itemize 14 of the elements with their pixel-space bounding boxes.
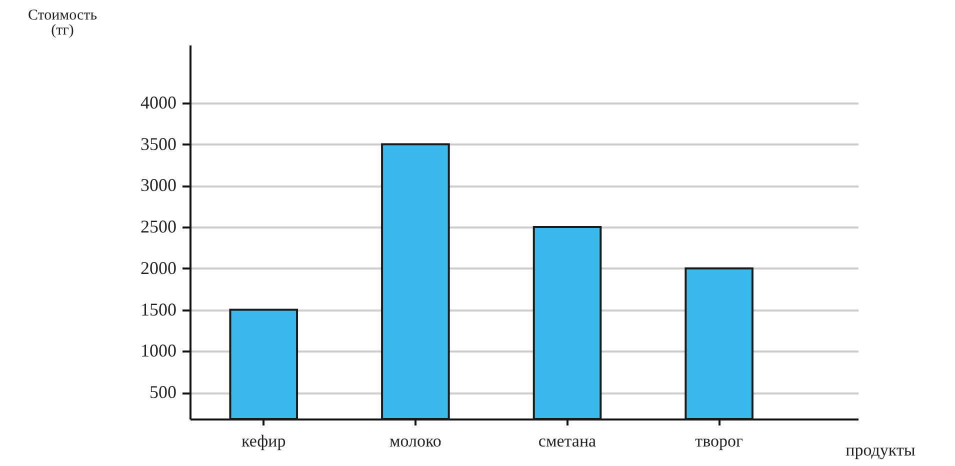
x-axis-title: продукты	[846, 440, 916, 460]
x-tick-label: кефир	[242, 432, 286, 450]
y-tick-label: 3000	[140, 175, 176, 196]
y-tick-label: 4000	[140, 92, 176, 112]
y-tick-label: 3500	[140, 134, 176, 154]
x-tick-label: сметана	[538, 432, 597, 450]
x-tick-label: молоко	[389, 432, 442, 450]
y-tick-label: 2500	[140, 216, 176, 237]
y-tick-label: 2000	[140, 258, 176, 278]
y-tick-label: 1000	[140, 340, 176, 361]
y-tick-label: 1500	[140, 299, 176, 320]
y-tick-label: 500	[150, 382, 176, 402]
y-axis-title: Стоимость (тг)	[28, 8, 98, 38]
x-tick-label: творог	[695, 432, 744, 450]
